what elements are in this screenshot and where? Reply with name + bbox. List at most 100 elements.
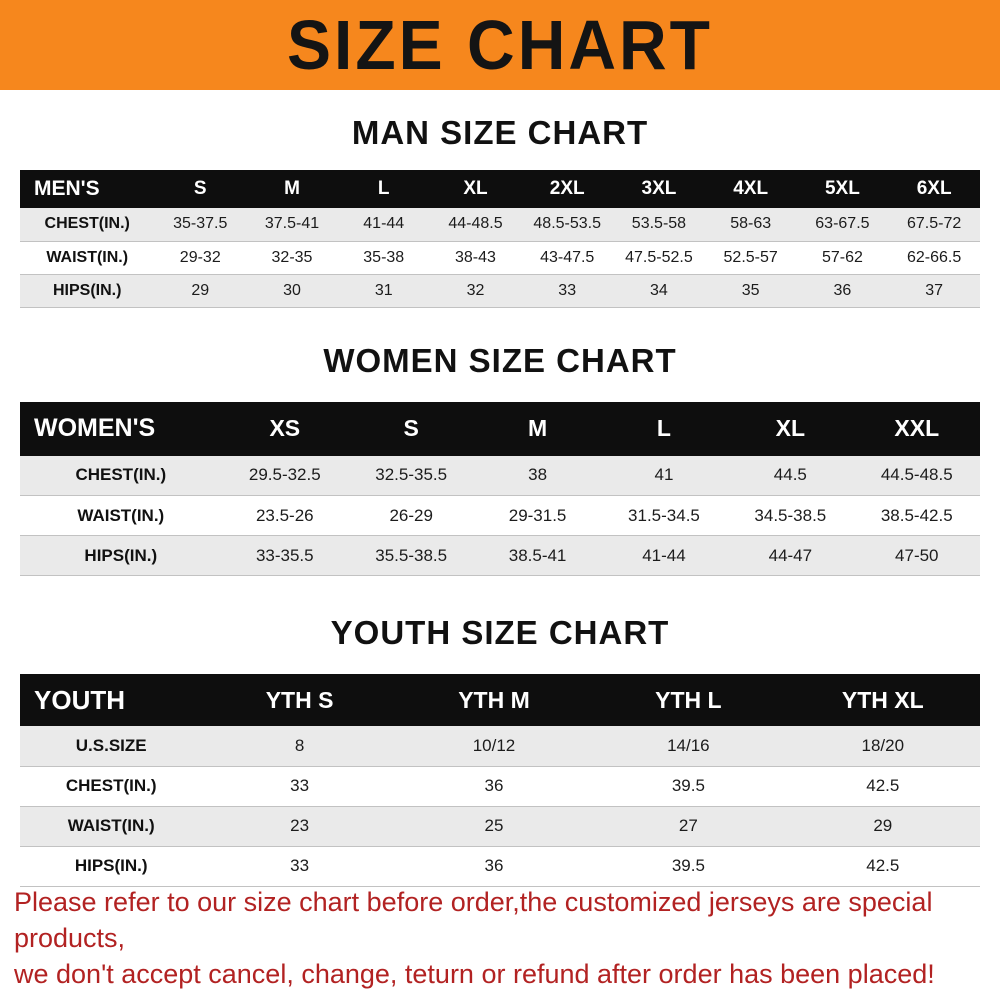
size-value-cell: 35-37.5 — [173, 215, 228, 233]
size-value-cell: 37.5-41 — [264, 215, 320, 233]
size-value-cell: 30 — [283, 281, 301, 299]
size-value-cell: 47.5-52.5 — [625, 248, 693, 266]
size-value-cell: 29.5-32.5 — [248, 465, 321, 485]
size-value-cell: 38.5-41 — [508, 545, 567, 565]
size-value-cell: 38.5-42.5 — [880, 505, 953, 525]
size-value-cell: 29-31.5 — [508, 505, 567, 525]
table-row: HIPS(IN.) 29 30 31 32 33 34 35 36 37 — [20, 274, 980, 307]
size-value-cell: 47-50 — [895, 545, 939, 565]
size-value-cell: 48.5-53.5 — [533, 215, 601, 233]
table-row: CHEST(IN.) 33 36 39.5 42.5 — [20, 766, 980, 806]
size-column-header: YTH XL — [841, 686, 924, 713]
size-value-cell: 14/16 — [667, 735, 710, 755]
size-value-cell: 35.5-38.5 — [375, 545, 448, 565]
table-header-row: YOUTH YTH S YTH M YTH L YTH XL — [20, 674, 980, 726]
size-value-cell: 32.5-35.5 — [375, 465, 448, 485]
size-value-cell: 41-44 — [642, 545, 686, 565]
size-value-cell: 31.5-34.5 — [628, 505, 700, 525]
size-value-cell: 33 — [290, 856, 310, 875]
size-value-cell: 29 — [191, 281, 210, 299]
size-column-header: 6XL — [916, 178, 952, 199]
size-column-header: M — [527, 415, 548, 441]
size-chart-banner: SIZE CHART — [0, 0, 1000, 90]
size-column-header: YTH L — [655, 686, 722, 713]
size-value-cell: 62-66.5 — [907, 248, 962, 266]
size-column-header: S — [403, 415, 419, 441]
size-value-cell: 18/20 — [861, 735, 905, 755]
size-column-header: L — [656, 415, 671, 441]
size-value-cell: 44-48.5 — [448, 215, 503, 233]
size-value-cell: 35 — [741, 281, 760, 299]
table-group-label: MEN'S — [34, 177, 100, 200]
size-column-header: YTH M — [458, 686, 530, 713]
table-row: CHEST(IN.) 35-37.5 37.5-41 41-44 44-48.5 48.5… — [20, 208, 980, 241]
size-value-cell: 23 — [290, 816, 310, 835]
size-value-cell: 38-43 — [455, 248, 496, 266]
size-value-cell: 44.5-48.5 — [880, 465, 953, 485]
order-policy-line-2: we don't accept cancel, change, teturn o… — [14, 959, 935, 989]
size-column-header: 3XL — [641, 178, 677, 199]
size-column-header: L — [377, 178, 390, 199]
youth-size-table: YOUTH YTH S YTH M YTH L YTH XL U.S.SIZE 8 10/12… — [20, 674, 980, 887]
size-column-header: M — [284, 178, 300, 199]
size-value-cell: 33-35.5 — [255, 545, 314, 565]
size-value-cell: 52.5-57 — [723, 248, 778, 266]
size-column-header: S — [193, 178, 207, 199]
size-value-cell: 67.5-72 — [907, 215, 962, 233]
size-value-cell: 10/12 — [472, 735, 516, 755]
measurement-label: CHEST(IN.) — [44, 215, 130, 233]
size-value-cell: 26-29 — [389, 505, 433, 525]
table-row: HIPS(IN.) 33-35.5 35.5-38.5 38.5-41 41-44 44-… — [20, 535, 980, 576]
man-size-chart-heading: MAN SIZE CHART — [351, 114, 649, 151]
order-policy-line-1: Please refer to our size chart before or… — [14, 887, 933, 953]
measurement-label: CHEST(IN.) — [75, 465, 167, 485]
size-value-cell: 25 — [484, 816, 504, 835]
table-header-row: MEN'S S M L XL 2XL 3XL 4XL 5XL 6XL — [20, 170, 980, 208]
size-value-cell: 35-38 — [363, 248, 405, 266]
size-value-cell: 29-32 — [179, 248, 221, 266]
size-value-cell: 36 — [484, 776, 504, 795]
measurement-label: WAIST(IN.) — [77, 505, 165, 525]
size-value-cell: 33 — [558, 281, 577, 299]
size-column-header: 4XL — [733, 178, 769, 199]
size-value-cell: 36 — [833, 281, 852, 299]
women-size-table: WOMEN'S XS S M L XL XXL CHEST(IN.) 29.5-32.5 32.5… — [20, 401, 980, 577]
size-column-header: YTH S — [265, 686, 334, 713]
table-header-row: WOMEN'S XS S M L XL XXL — [20, 401, 980, 456]
size-value-cell: 39.5 — [671, 776, 705, 795]
size-value-cell: 32 — [466, 281, 485, 299]
measurement-label: HIPS(IN.) — [52, 281, 122, 299]
size-value-cell: 33 — [290, 776, 310, 795]
size-value-cell: 44.5 — [773, 465, 807, 485]
size-value-cell: 8 — [294, 735, 305, 755]
measurement-label: HIPS(IN.) — [84, 545, 158, 565]
measurement-label: HIPS(IN.) — [74, 856, 148, 875]
order-policy-note: Please refer to our size chart before or… — [14, 884, 990, 992]
table-row: U.S.SIZE 8 10/12 14/16 18/20 — [20, 726, 980, 766]
table-row: WAIST(IN.) 23 25 27 29 — [20, 806, 980, 846]
table-row: WAIST(IN.) 29-32 32-35 35-38 38-43 43-47.5 47.… — [20, 241, 980, 274]
size-value-cell: 36 — [484, 856, 504, 875]
size-value-cell: 42.5 — [866, 776, 900, 795]
measurement-label: U.S.SIZE — [75, 735, 147, 755]
size-value-cell: 39.5 — [671, 856, 705, 875]
men-size-table: MEN'S S M L XL 2XL 3XL 4XL 5XL 6XL CHEST(IN.) 35-37… — [20, 170, 980, 308]
measurement-label: WAIST(IN.) — [46, 248, 129, 266]
table-row: WAIST(IN.) 23.5-26 26-29 29-31.5 31.5-34.5 34… — [20, 495, 980, 536]
size-value-cell: 43-47.5 — [540, 248, 595, 266]
measurement-label: WAIST(IN.) — [67, 816, 155, 835]
size-value-cell: 29 — [873, 816, 893, 835]
size-column-header: 2XL — [549, 178, 585, 199]
size-value-cell: 38 — [528, 465, 548, 485]
page-title: SIZE CHART — [287, 6, 713, 84]
size-value-cell: 23.5-26 — [255, 505, 314, 525]
size-value-cell: 41 — [654, 465, 674, 485]
youth-size-chart-heading: YOUTH SIZE CHART — [330, 614, 670, 651]
size-column-header: XL — [775, 415, 806, 441]
size-column-header: XS — [269, 415, 301, 441]
size-column-header: XL — [463, 178, 488, 199]
table-row: HIPS(IN.) 33 36 39.5 42.5 — [20, 846, 980, 886]
size-value-cell: 41-44 — [363, 215, 405, 233]
measurement-label: CHEST(IN.) — [65, 776, 157, 795]
